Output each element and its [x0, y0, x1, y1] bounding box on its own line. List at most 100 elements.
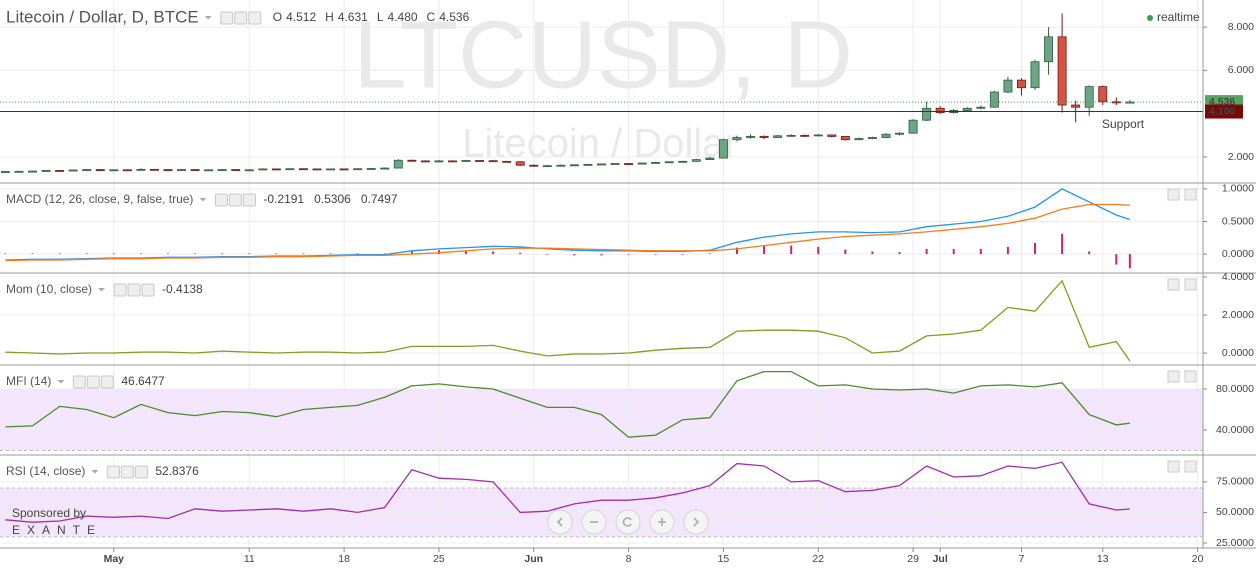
legend-title: MFI (14)	[6, 374, 51, 388]
histogram-bar	[573, 254, 576, 256]
candle-body	[800, 134, 810, 137]
candle-body	[1071, 104, 1081, 108]
legend-icon[interactable]	[113, 283, 127, 297]
candle-body	[109, 169, 119, 172]
histogram-bar	[1088, 251, 1091, 255]
histogram-bar	[627, 254, 630, 255]
pane-button[interactable]	[1167, 188, 1180, 201]
candle-body	[448, 160, 457, 163]
pane-button[interactable]	[1167, 370, 1180, 383]
histogram-bar	[898, 252, 901, 255]
candle-body	[204, 169, 214, 172]
candle-body	[624, 163, 634, 165]
x-tick-label: 7	[1019, 553, 1025, 565]
legend-icon[interactable]	[127, 283, 141, 297]
histogram-bar	[654, 254, 657, 255]
watermark: LTCUSD, D Litecoin / Dollar	[353, 1, 853, 165]
candle-body	[935, 107, 945, 114]
legend-value: 52.8376	[155, 464, 199, 478]
legend-dropdown[interactable]	[91, 470, 99, 474]
candle-body	[583, 163, 593, 166]
histogram-bar	[817, 246, 820, 255]
legend-icon[interactable]	[100, 375, 114, 389]
candle-body	[217, 169, 227, 171]
y-tick-label: 80.0000	[1216, 383, 1254, 395]
legend-dropdown[interactable]	[204, 16, 212, 20]
nav-button[interactable]	[547, 509, 573, 535]
x-tick-label: 29	[907, 553, 919, 565]
nav-icon	[693, 517, 700, 527]
candle-body	[1044, 36, 1054, 63]
legend-icon[interactable]	[72, 375, 86, 389]
candle-body	[488, 160, 498, 163]
histogram-bar	[600, 254, 603, 256]
x-tick-label: May	[104, 553, 125, 565]
histogram-bar	[410, 250, 413, 255]
candle-body	[962, 107, 972, 111]
pane-button[interactable]	[1167, 278, 1180, 291]
y-tick-label: 25.0000	[1216, 537, 1254, 549]
x-tick-label: 15	[718, 553, 730, 565]
legend-icon[interactable]	[220, 11, 234, 25]
legend-icon[interactable]	[242, 193, 256, 207]
legend-icon[interactable]	[86, 375, 100, 389]
indicator-line	[5, 461, 1130, 523]
legend-dropdown[interactable]	[98, 288, 106, 292]
legend-value: 0.5306	[314, 192, 351, 206]
legend-icon[interactable]	[134, 465, 148, 479]
legend-icon[interactable]	[214, 193, 228, 207]
legend-icon[interactable]	[234, 11, 248, 25]
y-tick-label: 40.0000	[1216, 424, 1254, 436]
candle-body	[542, 165, 552, 168]
pane-button[interactable]	[1184, 370, 1197, 383]
candle-body	[339, 168, 349, 171]
x-tick-label: 11	[244, 553, 255, 565]
candle-body	[244, 169, 254, 172]
histogram-bar	[925, 248, 928, 255]
candle-body	[190, 169, 200, 171]
legend-value: 0.7497	[361, 192, 398, 206]
ohlc-key: C	[427, 10, 436, 24]
histogram-bar	[275, 253, 278, 255]
legend-icon[interactable]	[248, 11, 262, 25]
candle-body	[867, 137, 877, 140]
legend-icon[interactable]	[106, 465, 120, 479]
status-label: realtime	[1157, 10, 1200, 24]
x-tick-label: Jun	[524, 553, 543, 565]
candle-body	[434, 160, 444, 163]
candle-body	[786, 134, 796, 137]
candle-body	[461, 160, 471, 162]
legend-icon[interactable]	[228, 193, 242, 207]
ohlc-value: 4.512	[286, 10, 316, 24]
ohlc-key: O	[273, 10, 282, 24]
legend-title: RSI (14, close)	[6, 464, 85, 478]
pane-button[interactable]	[1184, 278, 1197, 291]
candle-body	[231, 169, 241, 171]
legend-dropdown[interactable]	[199, 198, 207, 202]
histogram-bar	[248, 253, 251, 255]
x-tick-label: Jul	[933, 553, 948, 565]
legend-dropdown[interactable]	[57, 380, 65, 384]
histogram-bar	[1006, 246, 1009, 255]
sponsor-line1: Sponsored by	[12, 506, 86, 520]
candle-body	[0, 171, 10, 173]
y-tick-label: 4.0000	[1222, 271, 1254, 283]
pane-button[interactable]	[1167, 460, 1180, 473]
annotation: Support	[1102, 117, 1145, 131]
candle-body	[312, 168, 322, 171]
y-tick-label: 8.000	[1228, 21, 1254, 33]
candle-body	[326, 168, 336, 171]
indicator-line	[5, 279, 1131, 362]
nav-button[interactable]	[615, 509, 641, 535]
pane-button[interactable]	[1184, 188, 1197, 201]
y-tick-label: 75.0000	[1216, 476, 1254, 488]
nav-button[interactable]	[683, 509, 709, 535]
candle-body	[1017, 79, 1026, 89]
legend-icon[interactable]	[120, 465, 134, 479]
pane-button[interactable]	[1184, 460, 1197, 473]
legend-icon[interactable]	[141, 283, 155, 297]
candle-body	[366, 168, 376, 170]
histogram-bar	[166, 253, 169, 255]
candle-body	[41, 170, 51, 172]
